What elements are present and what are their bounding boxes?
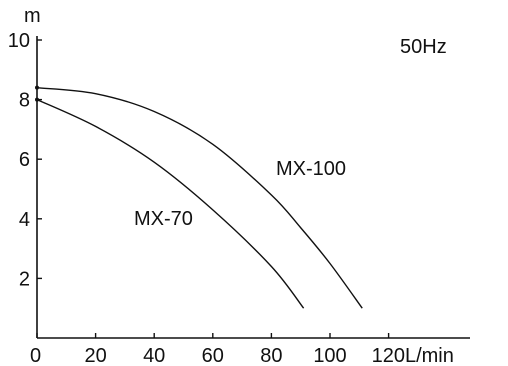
y-axis-unit-label: m	[24, 5, 41, 27]
series-start-point	[35, 97, 39, 102]
y-tick-label: 8	[19, 90, 30, 112]
series-line-mx-100	[36, 86, 363, 309]
y-axis-ticks: 2 4 6 8 10	[8, 30, 42, 290]
y-tick-label: 10	[8, 30, 30, 52]
x-tick-label: 100	[313, 345, 346, 366]
x-tick-label: 120L/min	[372, 345, 454, 366]
series-label: MX-100	[276, 158, 346, 180]
y-tick-label: 6	[19, 149, 30, 171]
x-tick-label: 40	[143, 345, 165, 366]
y-tick-label: 2	[19, 268, 30, 290]
series-label: MX-70	[134, 208, 193, 230]
x-tick-label: 0	[30, 345, 41, 366]
x-tick-label: 20	[84, 345, 106, 366]
series-line-mx-70	[36, 98, 305, 309]
y-tick-label: 4	[19, 209, 30, 231]
series-labels: MX-100 MX-70	[134, 158, 346, 230]
x-axis-ticks: 0 20 40 60 80 100 120L/min	[30, 333, 454, 366]
x-tick-label: 60	[202, 345, 224, 366]
frequency-annotation: 50Hz	[400, 36, 447, 58]
series-start-point	[35, 85, 39, 90]
x-tick-label: 80	[260, 345, 282, 366]
series-curves	[35, 85, 363, 309]
